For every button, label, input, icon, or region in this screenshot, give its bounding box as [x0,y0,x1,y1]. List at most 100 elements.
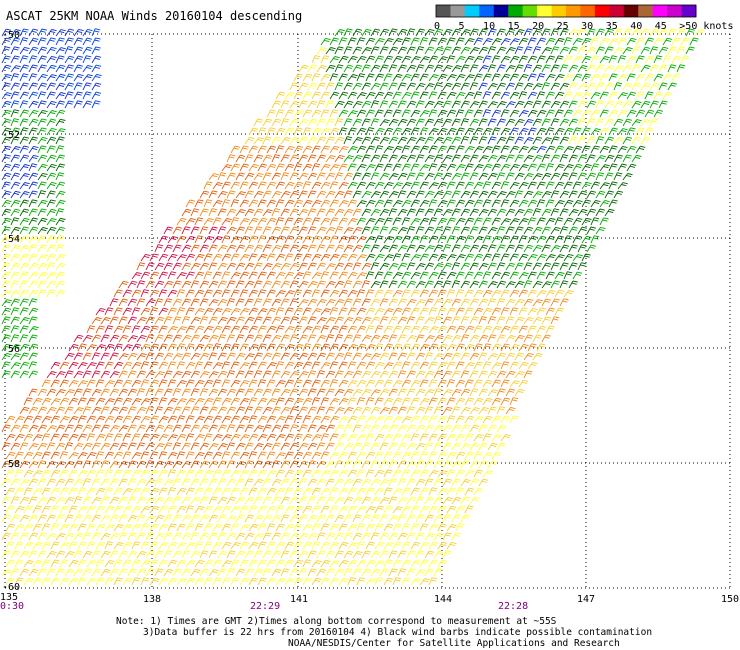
wind-barb [613,137,624,145]
wind-barb [316,334,327,343]
wind-barb [658,100,668,109]
wind-barb [275,199,285,208]
wind-barb [433,154,443,163]
wind-barb [532,154,543,163]
wind-barb [622,82,633,91]
wind-barb [86,362,97,370]
wind-barb [352,389,363,397]
wind-barb [275,380,286,388]
wind-barb [217,388,228,397]
wind-barb [415,64,425,73]
wind-barb [518,164,529,172]
wind-barb [523,28,533,37]
wind-barb [631,100,642,109]
wind-barb [253,316,263,325]
wind-barb [469,118,480,127]
wind-barb [590,37,600,46]
wind-barb [221,343,232,352]
wind-barb [158,271,169,280]
wind-barb [518,361,529,370]
wind-barb [262,209,273,217]
wind-barb [446,217,456,226]
wind-barb [464,127,475,136]
wind-barb [181,280,192,289]
wind-barb [608,38,619,46]
wind-barb [253,262,263,271]
wind-barb [554,200,565,208]
wind-barb [406,352,416,361]
wind-barb [95,307,106,316]
wind-barb [140,253,151,262]
wind-barb [167,271,177,280]
wind-barb [203,361,213,370]
wind-barb [406,100,417,109]
wind-barb [446,254,457,262]
wind-barb [172,353,183,361]
wind-barb [149,289,160,298]
wind-barb [487,154,498,163]
wind-barb [635,73,646,82]
wind-barb [226,208,237,217]
wind-barb [482,235,492,244]
wind-barb [680,37,690,46]
wind-barb [356,272,367,280]
wind-barb [572,254,583,262]
wind-barb [491,55,501,64]
wind-barb [487,101,498,109]
wind-barb [415,299,426,307]
wind-barb [451,82,462,91]
wind-barb [158,361,169,370]
wind-barb [145,280,156,289]
wind-barb [244,262,255,271]
wind-barb [347,361,357,370]
wind-barb [595,64,605,73]
wind-barb [437,145,448,154]
wind-barb [302,127,312,136]
wind-barb [338,145,349,154]
wind-barb [284,307,294,316]
wind-barb [244,226,254,235]
wind-barb [541,82,551,91]
wind-barb [361,244,371,253]
wind-barb [226,262,237,271]
wind-barb [401,289,411,298]
legend-swatch [464,5,480,17]
wind-barb [325,82,335,91]
wind-barb [415,208,425,217]
wind-barb [577,208,588,217]
wind-barb [473,73,483,82]
wind-barb [145,262,155,271]
wind-barb [505,101,516,109]
wind-barb [275,307,285,316]
wind-barb [298,82,309,91]
wind-barb [230,289,240,298]
wind-barb [622,28,633,37]
wind-barb [397,154,408,163]
wind-barb [217,226,227,235]
wind-barb [239,218,250,226]
wind-barb [334,208,345,217]
wind-barb [361,64,371,73]
wind-barb [595,136,605,145]
wind-barb [604,28,615,37]
wind-barb [176,343,186,352]
wind-barb [244,172,255,181]
wind-barb [320,343,330,352]
wind-barb [536,127,547,136]
wind-barb [415,82,426,91]
wind-barb [559,298,569,307]
wind-barb [185,199,196,208]
wind-barb [244,316,255,325]
wind-barb [370,208,381,217]
wind-barb [356,217,367,226]
wind-barb [406,208,416,217]
wind-barb [572,145,583,154]
wind-barb [149,361,159,370]
wind-barb [473,55,484,64]
wind-barb [550,208,560,217]
wind-barb [365,236,376,244]
wind-barb [392,38,403,46]
wind-barb [284,127,294,136]
wind-barb [455,56,466,64]
